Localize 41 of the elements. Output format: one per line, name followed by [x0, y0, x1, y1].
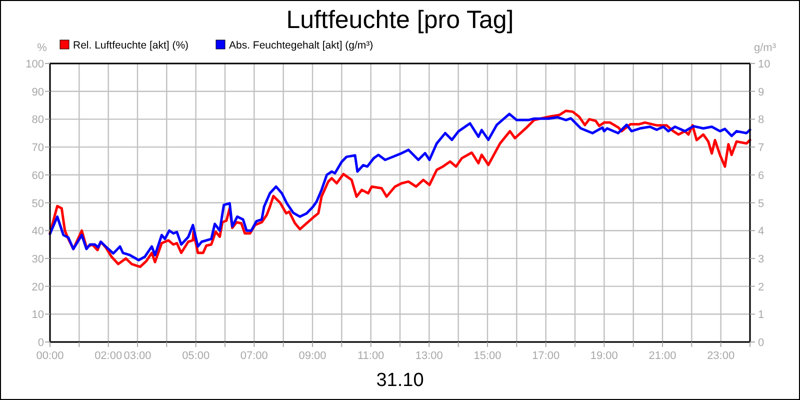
- x-tick-label: 03:00: [124, 350, 152, 362]
- y-tick-label: 10: [32, 309, 44, 322]
- y-tick-label: 60: [32, 170, 44, 182]
- chart-title: Luftfeuchte [pro Tag]: [286, 6, 514, 34]
- legend-label: Rel. Luftfeuchte [akt] (%): [73, 40, 189, 52]
- legend-label: Abs. Feuchtegehalt [akt] (g/m³): [229, 40, 374, 52]
- x-tick-label: 02:00: [94, 350, 122, 362]
- x-tick-label: 19:00: [590, 350, 618, 362]
- x-tick-label: 05:00: [182, 350, 210, 362]
- y2-tick-label: 9: [758, 86, 764, 98]
- y2-tick-label: 6: [758, 170, 764, 182]
- y-tick-label: 20: [32, 281, 44, 294]
- y-tick-label: 100: [26, 58, 44, 70]
- y-axis-title: %: [37, 42, 48, 54]
- y2-tick-label: 8: [758, 114, 764, 126]
- x-tick-label: 09:00: [298, 350, 326, 362]
- y2-tick-label: 5: [758, 198, 764, 210]
- x-tick-label: 21:00: [648, 350, 676, 362]
- y2-axis-title: g/m³: [754, 42, 776, 54]
- y-tick-label: 90: [32, 86, 44, 98]
- x-tick-label: 00:00: [36, 350, 64, 362]
- y-tick-label: 30: [32, 253, 44, 266]
- y2-tick-label: 0: [758, 337, 764, 349]
- y2-tick-label: 4: [758, 226, 764, 238]
- x-tick-label: 11:00: [357, 350, 384, 362]
- y-tick-label: 50: [32, 198, 44, 210]
- x-tick-label: 07:00: [240, 350, 268, 362]
- y2-tick-label: 1: [758, 309, 764, 322]
- x-axis-title: 31.10: [376, 370, 424, 391]
- y2-tick-label: 2: [758, 281, 764, 294]
- y-tick-label: 80: [32, 114, 44, 126]
- x-tick-label: 13:00: [415, 350, 443, 362]
- y2-tick-label: 10: [758, 58, 770, 70]
- y-tick-label: 0: [38, 337, 44, 349]
- y-tick-label: 70: [32, 142, 44, 154]
- y-tick-label: 40: [32, 226, 44, 238]
- x-tick-label: 23:00: [707, 350, 735, 362]
- x-tick-label: 15:00: [474, 350, 502, 362]
- y2-tick-label: 3: [758, 253, 764, 266]
- y2-tick-label: 7: [758, 142, 764, 154]
- x-tick-label: 17:00: [532, 350, 560, 362]
